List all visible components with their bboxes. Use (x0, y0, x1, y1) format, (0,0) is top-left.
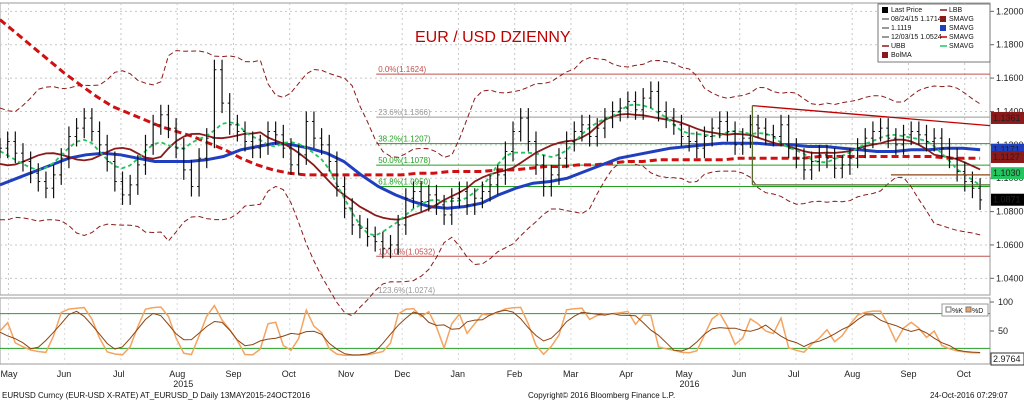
legend-swatch (940, 16, 946, 22)
footer-right: 24-Oct-2016 07:29:07 (930, 391, 1008, 400)
fib-level-label: 61.8%(1.0950) (378, 178, 431, 187)
sma-fast-green (0, 103, 981, 237)
legend-label: 08/24/15 1.1714 (891, 16, 942, 23)
x-month-label: Jun (732, 369, 747, 379)
x-month-label: Jun (57, 369, 72, 379)
x-month-label: Mar (563, 369, 579, 379)
indicator-legend-label: %D (972, 308, 983, 315)
x-month-label: May (675, 369, 693, 379)
legend-swatch (882, 52, 888, 58)
chart-title: EUR / USD DZIENNY (415, 29, 571, 46)
price-label-box (991, 193, 1024, 206)
price-label-text: 1.0871 (993, 195, 1021, 205)
x-month-label: Jan (450, 369, 465, 379)
price-label-box (991, 151, 1024, 164)
indicator-legend-box (941, 303, 989, 317)
footer-center: Copyright© 2016 Bloomberg Finance L.P. (528, 391, 675, 400)
indicator-value-box (990, 352, 1024, 366)
legend-label: UBB (891, 43, 906, 50)
fib-level-label: 100.0%(1.0532) (378, 247, 435, 256)
x-month-label: Oct (282, 369, 297, 379)
y-tick-label: 1.2000 (996, 6, 1024, 16)
legend-swatch (882, 7, 888, 13)
fib-level-label: 50.0%(1.1078) (378, 156, 431, 165)
x-month-label: Jul (788, 369, 800, 379)
x-month-label: Oct (957, 369, 972, 379)
fib-level-label: 23.6%(1.1366) (378, 108, 431, 117)
lower-bollinger-band (0, 160, 981, 317)
x-month-label: Apr (619, 369, 633, 379)
x-month-label: Nov (338, 369, 355, 379)
fib-level-label: 123.6%(1.0274) (378, 286, 435, 295)
legend-label: 12/03/15 1.0524 (891, 34, 942, 41)
y-tick-label: 1.0600 (996, 240, 1024, 250)
sma-long-red (0, 18, 981, 177)
x-month-label: Feb (507, 369, 523, 379)
legend-label: SMAVG (949, 43, 974, 50)
price-label-box (991, 167, 1024, 180)
legend-label: SMAVG (949, 16, 974, 23)
legend-label: SMAVG (949, 34, 974, 41)
price-label-text: 1.1030 (993, 168, 1021, 178)
legend-label: Last Price (891, 7, 922, 14)
legend-label: LBB (949, 7, 963, 14)
indicator-value-label: 2.9764 (993, 354, 1021, 364)
indicator-tick-label: 50 (998, 326, 1008, 336)
y-tick-label: 1.0400 (996, 273, 1024, 283)
indicator-legend-label: %K (952, 308, 963, 315)
x-month-label: May (0, 369, 18, 379)
legend-swatch (940, 25, 946, 31)
y-tick-label: 1.1400 (996, 106, 1024, 116)
channel-upper-line (752, 104, 991, 127)
x-month-label: Aug (169, 369, 185, 379)
stochastic-d-line (0, 309, 981, 356)
fib-level-label: 38.2%(1.1207) (378, 135, 431, 144)
legend-label: SMAVG (949, 25, 974, 32)
x-month-label: Aug (844, 369, 860, 379)
y-tick-label: 1.1600 (996, 73, 1024, 83)
fib-level-label: 0.0%(1.1624) (378, 65, 426, 74)
footer-left: EURUSD Curncy (EUR-USD X-RATE) AT_EURUSD… (2, 391, 311, 400)
price-label-text: 1.1127 (993, 152, 1020, 162)
legend-box (877, 3, 991, 63)
y-tick-label: 1.1800 (996, 40, 1024, 50)
x-year-label: 2015 (173, 379, 193, 389)
indicator-legend-swatch (965, 306, 972, 313)
price-label-text: 1.1361 (993, 113, 1021, 123)
x-month-label: Sep (225, 369, 241, 379)
price-label-box (991, 111, 1024, 124)
main-panel-frame (0, 2, 991, 296)
legend-label: 1.1119 (891, 25, 911, 32)
bollinger-ma (0, 113, 981, 221)
legend-label: BolMA (891, 52, 912, 59)
price-bars (0, 59, 983, 259)
indicator-tick-label: 100 (998, 297, 1013, 307)
x-month-label: Dec (394, 369, 411, 379)
x-month-label: Jul (113, 369, 125, 379)
x-year-label: 2016 (679, 379, 699, 389)
y-tick-label: 1.0800 (996, 207, 1024, 217)
price-label-text: 1.1171 (993, 145, 1020, 155)
indicator-legend-swatch (945, 306, 952, 313)
x-month-label: Sep (900, 369, 916, 379)
